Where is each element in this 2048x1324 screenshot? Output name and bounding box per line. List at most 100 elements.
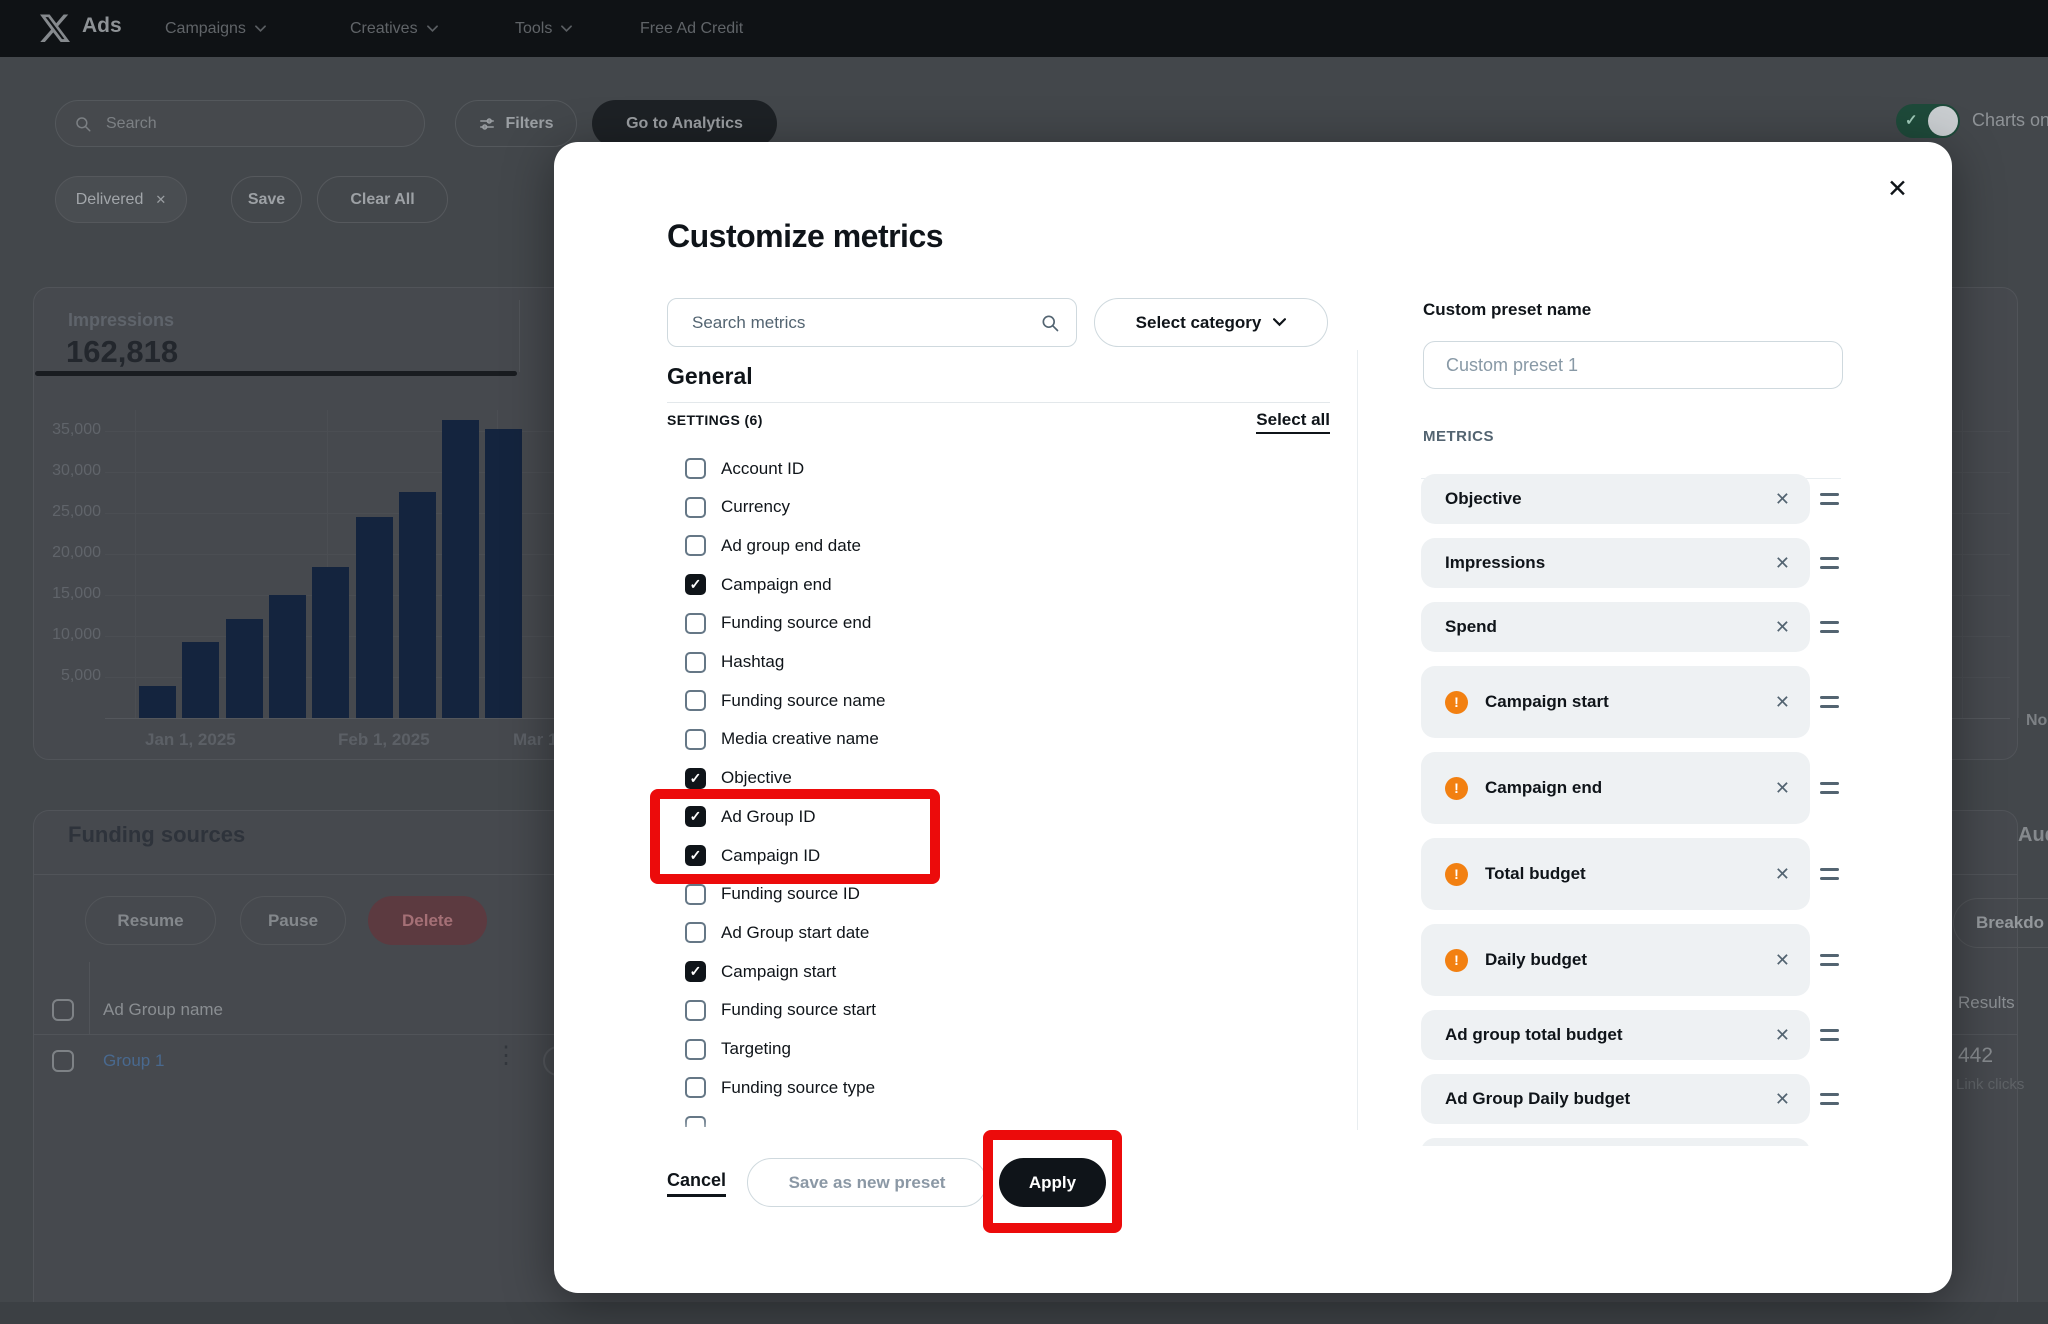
remove-metric-icon[interactable]: ✕ [1774,691,1790,712]
remove-metric-icon[interactable]: ✕ [1774,949,1790,970]
metric-row: ! Campaign start ✕ [1421,666,1810,738]
select-category-button[interactable]: Select category [1094,298,1328,347]
checkbox-unchecked[interactable] [685,535,706,557]
checkbox-checked[interactable]: ✓ [685,845,706,866]
settings-row: Ad group end date [667,526,861,565]
nav-item-free-ad-credit[interactable]: Free Ad Credit [640,0,743,57]
checkbox-checked[interactable]: ✓ [685,961,706,983]
settings-item-label[interactable]: Ad group end date [721,535,861,555]
column-header-ad-group-name[interactable]: Ad Group name [103,1000,224,1019]
checkbox-unchecked[interactable] [685,458,706,479]
checkbox-unchecked[interactable] [685,496,706,518]
pause-button[interactable]: Pause [240,896,346,945]
settings-item-label[interactable]: Hashtag [721,652,785,671]
checkbox-unchecked[interactable] [685,922,706,944]
page-search-input[interactable] [104,113,384,134]
gridline [327,410,328,718]
checkbox-unchecked[interactable] [685,612,706,634]
checkbox-unchecked[interactable] [685,999,706,1021]
filters-button[interactable]: Filters [455,100,577,147]
settings-item-label[interactable]: Targeting [721,1039,791,1058]
drag-handle-icon[interactable] [1820,1093,1839,1105]
checkbox-checked[interactable]: ✓ [685,574,706,596]
checkbox-unchecked[interactable] [685,1038,706,1060]
clear-all-button[interactable]: Clear All [317,176,448,223]
y-axis-tick-label: 15,000 [52,585,101,602]
settings-item-label[interactable]: Objective [721,768,792,788]
settings-item-label[interactable]: Campaign end [721,574,832,594]
drag-handle-icon[interactable] [1820,1029,1839,1041]
remove-metric-icon[interactable]: ✕ [1774,1088,1790,1109]
metric-row: ! Total budget ✕ [1421,838,1810,910]
search-metrics-input[interactable] [667,298,1077,347]
metric-row: Ad group total budget ✕ [1421,1010,1810,1060]
kebab-menu-icon[interactable]: ⋮ [494,1042,518,1069]
select-all-rows-checkbox[interactable] [52,999,74,1021]
drag-handle-icon[interactable] [1820,954,1839,966]
checkbox-unchecked[interactable] [685,728,706,750]
cancel-button[interactable]: Cancel [667,1170,727,1197]
page-search[interactable] [55,100,425,147]
nav-item-label: Campaigns [165,19,246,37]
row-checkbox[interactable] [52,1050,74,1072]
settings-item-label[interactable]: Campaign ID [721,845,821,865]
drag-handle-icon[interactable] [1820,782,1839,794]
x-logo-icon[interactable] [40,13,70,43]
remove-metric-icon[interactable]: ✕ [1774,1024,1790,1045]
custom-preset-name-input[interactable] [1423,341,1843,389]
select-all-link[interactable]: Select all [1256,410,1330,434]
settings-item-label[interactable]: Funding source type [721,1077,876,1097]
selected-metrics-list: Objective ✕ Impressions ✕ Spend ✕! Campaign st… [1421,474,1845,1146]
drag-handle-icon[interactable] [1820,696,1839,708]
checkbox-unchecked[interactable] [685,651,706,673]
settings-row: Hashtag [667,643,784,682]
save-filter-button[interactable]: Save [231,176,302,223]
remove-metric-icon[interactable]: ✕ [1774,777,1790,798]
settings-item-label[interactable]: Account ID [721,458,805,478]
delete-button[interactable]: Delete [368,896,487,945]
close-icon[interactable]: ✕ [1887,175,1908,203]
go-to-analytics-button[interactable]: Go to Analytics [592,100,777,147]
settings-item-label[interactable]: Media creative name [721,729,879,749]
nav-item-tools[interactable]: Tools [515,0,573,57]
drag-handle-icon[interactable] [1820,557,1839,569]
settings-item-label[interactable]: Campaign start [721,961,837,981]
settings-item-label[interactable]: Currency [721,497,790,517]
ad-group-link[interactable]: Group 1 [103,1051,165,1070]
warning-icon: ! [1445,690,1468,714]
list-fade [660,1118,1340,1148]
filter-chip-delivered[interactable]: Delivered ✕ [55,176,187,223]
impressions-metric-label[interactable]: Impressions [68,310,175,330]
checkbox-unchecked[interactable] [685,690,706,712]
checkbox-checked[interactable]: ✓ [685,767,706,789]
breakdown-button[interactable]: Breakdo [1953,898,2048,948]
settings-item-label[interactable]: Funding source name [721,690,886,710]
filters-icon [478,115,496,133]
settings-item-label[interactable]: Ad Group start date [721,922,870,942]
chip-close-icon[interactable]: ✕ [155,191,167,207]
settings-item-label[interactable]: Ad Group ID [721,806,816,826]
nav-item-campaigns[interactable]: Campaigns [165,0,266,57]
metric-label: Ad group total budget [1445,1025,1623,1044]
metric-label: Campaign end [1485,778,1603,797]
save-as-new-preset-button[interactable]: Save as new preset [747,1158,987,1207]
checkbox-checked[interactable]: ✓ [685,806,706,828]
toggle-knob [1928,106,1958,136]
remove-metric-icon[interactable]: ✕ [1774,488,1790,509]
checkbox-unchecked[interactable] [685,883,706,905]
settings-item-label[interactable]: Funding source ID [721,884,860,904]
apply-button[interactable]: Apply [999,1158,1106,1207]
page-bottom-band [0,1302,2048,1324]
remove-metric-icon[interactable]: ✕ [1774,863,1790,884]
checkbox-unchecked[interactable] [685,1077,706,1099]
drag-handle-icon[interactable] [1820,868,1839,880]
resume-button[interactable]: Resume [85,896,216,945]
remove-metric-icon[interactable]: ✕ [1774,552,1790,573]
nav-item-creatives[interactable]: Creatives [350,0,438,57]
drag-handle-icon[interactable] [1820,493,1839,505]
charts-toggle[interactable]: ✓ [1896,104,1960,138]
settings-item-label[interactable]: Funding source end [721,613,872,633]
settings-item-label[interactable]: Funding source start [721,1000,876,1020]
drag-handle-icon[interactable] [1820,621,1839,633]
remove-metric-icon[interactable]: ✕ [1774,616,1790,637]
